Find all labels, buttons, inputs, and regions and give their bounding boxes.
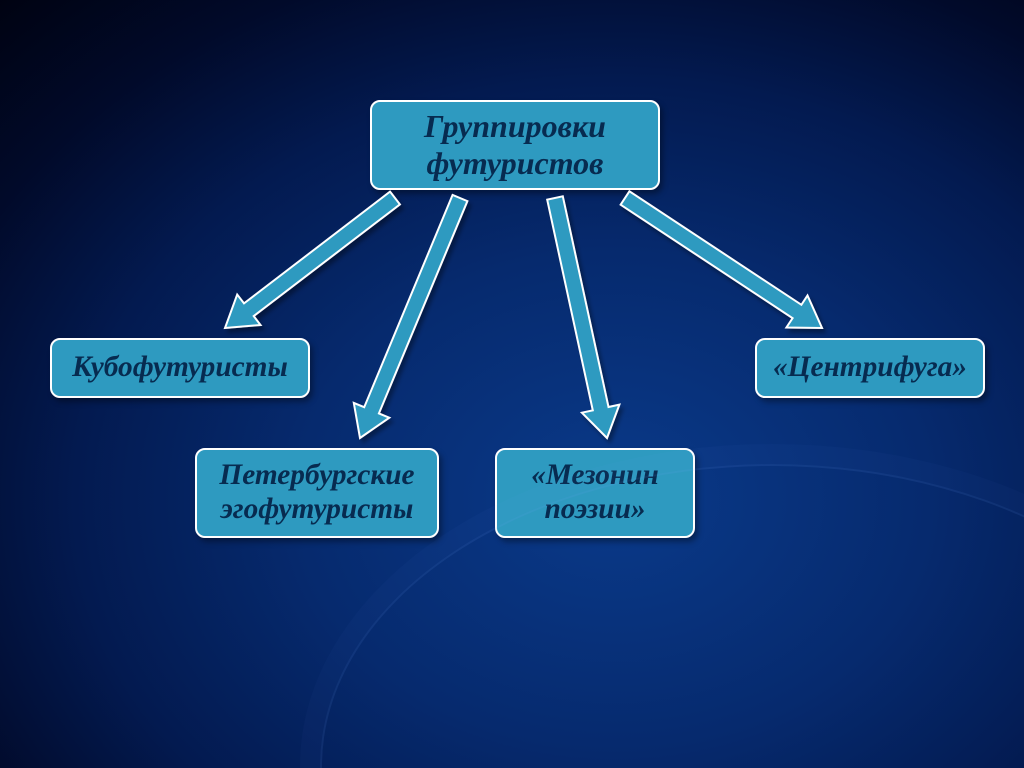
- arrow-icon: [354, 195, 468, 438]
- child-node-mezonin: «Мезонин поэзии»: [495, 448, 695, 538]
- child-node-centrifuge: «Центрифуга»: [755, 338, 985, 398]
- arrow-icon: [621, 191, 822, 328]
- child-text-ego: Петербургские эгофутуристы: [219, 459, 414, 526]
- root-label-line1: Группировки: [424, 108, 606, 144]
- child-label-mezonin-line1: «Мезонин: [531, 459, 659, 491]
- root-label-line2: футуристов: [427, 145, 604, 181]
- child-node-ego: Петербургские эгофутуристы: [195, 448, 439, 538]
- slide-stage: Группировки футуристов Кубофутуристы Пет…: [0, 0, 1024, 768]
- child-label-cubo: Кубофутуристы: [72, 351, 288, 385]
- child-node-cubo: Кубофутуристы: [50, 338, 310, 398]
- child-text-mezonin: «Мезонин поэзии»: [531, 459, 659, 526]
- child-label-ego-line1: Петербургские: [219, 459, 414, 491]
- root-node-text: Группировки футуристов: [424, 108, 606, 182]
- child-label-mezonin-line2: поэзии»: [544, 493, 645, 525]
- arrow-icon: [225, 192, 400, 328]
- arrow-icon: [547, 196, 619, 438]
- child-label-centrifuge: «Центрифуга»: [773, 351, 967, 385]
- root-node: Группировки футуристов: [370, 100, 660, 190]
- child-label-ego-line2: эгофутуристы: [221, 493, 414, 525]
